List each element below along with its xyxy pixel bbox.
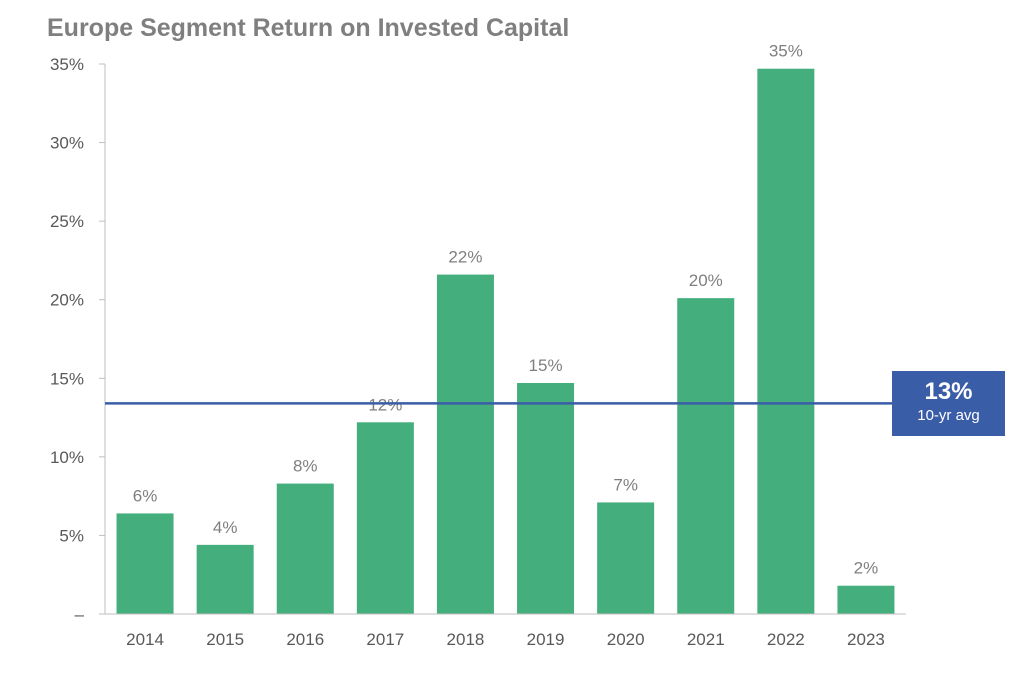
data-labels: 6% 4% 8% 12% 22% 15% 7% 20% 35% 2% (133, 42, 878, 578)
x-tick-label: 2020 (607, 630, 645, 649)
data-label: 6% (133, 486, 158, 505)
y-tick-label: 35% (50, 55, 84, 74)
y-tick-label: 15% (50, 369, 84, 388)
data-label: 20% (689, 271, 723, 290)
data-label: 12% (368, 395, 402, 414)
bar (356, 422, 414, 614)
x-tick-label: 2018 (447, 630, 485, 649)
x-tick-label: 2019 (527, 630, 565, 649)
data-label: 35% (769, 42, 803, 61)
data-label: 7% (613, 475, 638, 494)
bar (276, 483, 334, 614)
y-tick-label: 10% (50, 448, 84, 467)
x-tick-label: 2014 (126, 630, 164, 649)
y-axis: – 5% 10% 15% 20% 25% 30% 35% (50, 55, 106, 624)
y-tick-label: – (75, 605, 85, 624)
y-tick-label: 30% (50, 134, 84, 153)
x-tick-label: 2017 (366, 630, 404, 649)
data-label: 2% (854, 559, 879, 578)
data-label: 15% (529, 356, 563, 375)
x-tick-label: 2021 (687, 630, 725, 649)
average-value: 13% (924, 378, 973, 405)
bars (116, 68, 895, 614)
average-badge: 13% 10-yr avg (892, 371, 1005, 436)
bar (837, 585, 895, 614)
y-tick-label: 20% (50, 291, 84, 310)
chart-title: Europe Segment Return on Invested Capita… (47, 14, 570, 42)
x-tick-label: 2023 (847, 630, 885, 649)
bar (196, 544, 254, 614)
data-label: 4% (213, 518, 238, 537)
bar (436, 274, 494, 614)
x-tick-label: 2016 (286, 630, 324, 649)
x-tick-label: 2015 (206, 630, 244, 649)
data-label: 22% (448, 248, 482, 267)
bar (757, 68, 815, 614)
bar (677, 298, 735, 614)
y-tick-label: 25% (50, 212, 84, 231)
bar (597, 502, 655, 614)
bar (517, 383, 575, 614)
y-tick-label: 5% (59, 526, 84, 545)
bar (116, 513, 174, 614)
average-caption: 10-yr avg (917, 407, 980, 424)
x-tick-label: 2022 (767, 630, 805, 649)
x-axis: 2014 2015 2016 2017 2018 2019 2020 2021 2022 2023 (105, 613, 906, 649)
data-label: 8% (293, 457, 318, 476)
